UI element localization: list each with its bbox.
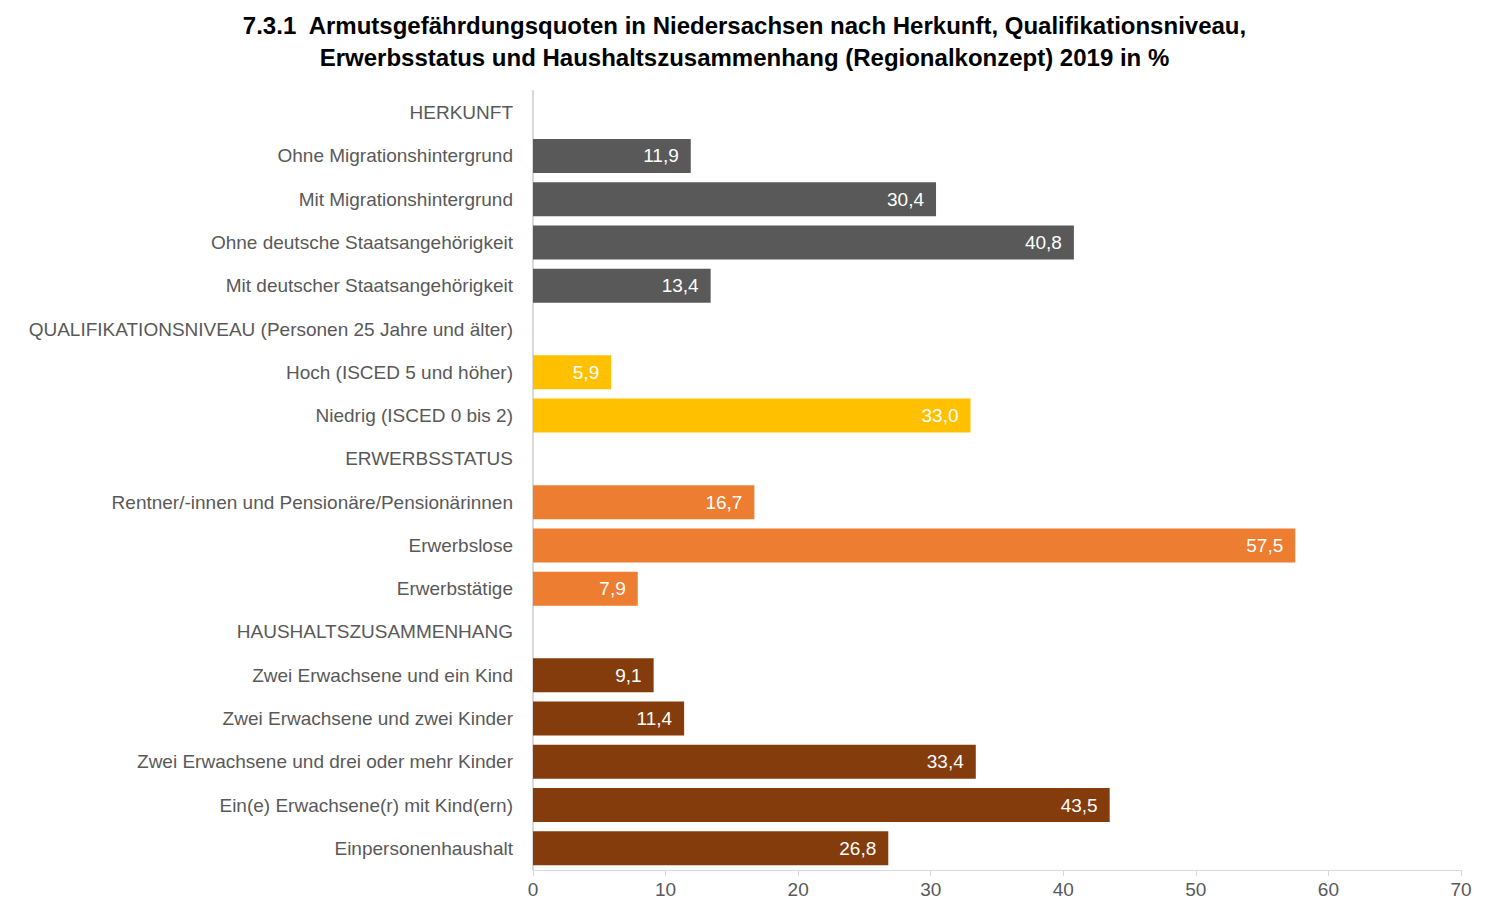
svg-text:Zwei Erwachsene und drei oder: Zwei Erwachsene und drei oder mehr Kinde… [137, 751, 514, 772]
svg-text:Niedrig (ISCED 0 bis 2): Niedrig (ISCED 0 bis 2) [316, 405, 513, 426]
svg-text:10: 10 [655, 879, 676, 900]
svg-text:57,5: 57,5 [1246, 535, 1283, 556]
svg-text:16,7: 16,7 [705, 492, 742, 513]
svg-text:70: 70 [1450, 879, 1471, 900]
svg-text:HERKUNFT: HERKUNFT [410, 102, 514, 123]
svg-text:40: 40 [1053, 879, 1074, 900]
svg-text:Mit Migrationshintergrund: Mit Migrationshintergrund [299, 189, 513, 210]
svg-text:Ein(e) Erwachsene(r) mit Kind(: Ein(e) Erwachsene(r) mit Kind(ern) [219, 795, 513, 816]
svg-text:33,4: 33,4 [927, 751, 964, 772]
svg-text:Ohne Migrationshintergrund: Ohne Migrationshintergrund [277, 145, 513, 166]
svg-text:26,8: 26,8 [839, 838, 876, 859]
svg-text:30,4: 30,4 [887, 189, 924, 210]
svg-text:60: 60 [1318, 879, 1339, 900]
svg-text:13,4: 13,4 [662, 275, 699, 296]
svg-text:40,8: 40,8 [1025, 232, 1062, 253]
svg-text:Hoch (ISCED 5 und höher): Hoch (ISCED 5 und höher) [286, 362, 513, 383]
svg-text:ERWERBSSTATUS: ERWERBSSTATUS [345, 448, 513, 469]
svg-text:0: 0 [528, 879, 539, 900]
svg-text:7,9: 7,9 [599, 578, 625, 599]
svg-text:Erwerbstätige: Erwerbstätige [397, 578, 513, 599]
svg-text:9,1: 9,1 [615, 665, 641, 686]
svg-text:Ohne deutsche Staatsangehörigk: Ohne deutsche Staatsangehörigkeit [211, 232, 514, 253]
svg-text:50: 50 [1185, 879, 1206, 900]
svg-text:Zwei Erwachsene und ein Kind: Zwei Erwachsene und ein Kind [252, 665, 513, 686]
svg-text:30: 30 [920, 879, 941, 900]
svg-text:Einpersonenhaushalt: Einpersonenhaushalt [334, 838, 513, 859]
svg-text:QUALIFIKATIONSNIVEAU (Personen: QUALIFIKATIONSNIVEAU (Personen 25 Jahre … [29, 319, 513, 340]
svg-text:Erwerbslose: Erwerbslose [408, 535, 513, 556]
svg-text:HAUSHALTSZUSAMMENHANG: HAUSHALTSZUSAMMENHANG [237, 621, 513, 642]
svg-text:Rentner/-innen und Pensionäre/: Rentner/-innen und Pensionäre/Pensionäri… [112, 492, 513, 513]
svg-text:43,5: 43,5 [1061, 795, 1098, 816]
svg-text:20: 20 [788, 879, 809, 900]
svg-text:Mit deutscher Staatsangehörigk: Mit deutscher Staatsangehörigkeit [226, 275, 514, 296]
svg-text:11,4: 11,4 [637, 708, 673, 729]
svg-text:11,9: 11,9 [643, 145, 679, 166]
svg-text:7.3.1 Armutsgefährdungsquoten: 7.3.1 Armutsgefährdungsquoten in Nieders… [243, 12, 1246, 39]
svg-text:Zwei Erwachsene und zwei Kinde: Zwei Erwachsene und zwei Kinder [223, 708, 514, 729]
svg-text:Erwerbsstatus und Haushaltszus: Erwerbsstatus und Haushaltszusammenhang … [320, 44, 1170, 71]
svg-text:5,9: 5,9 [573, 362, 599, 383]
svg-text:33,0: 33,0 [922, 405, 959, 426]
